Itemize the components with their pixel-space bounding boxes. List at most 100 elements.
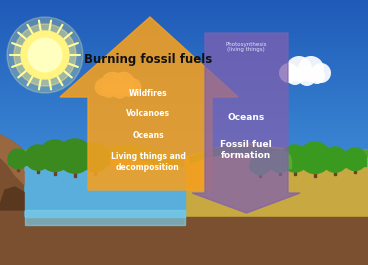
Bar: [0, 9, 368, 10]
Bar: [334, 162, 336, 175]
Bar: [0, 120, 368, 121]
Bar: [0, 111, 368, 112]
Bar: [0, 66, 368, 67]
Bar: [0, 159, 368, 160]
Bar: [0, 230, 368, 231]
Polygon shape: [185, 143, 368, 265]
Bar: [0, 239, 368, 240]
Circle shape: [25, 145, 51, 170]
Bar: [0, 154, 368, 155]
Bar: [0, 54, 368, 55]
Bar: [0, 202, 368, 203]
Circle shape: [8, 149, 28, 169]
Bar: [0, 21, 368, 22]
Bar: [0, 79, 368, 80]
Bar: [0, 14, 368, 15]
Circle shape: [250, 155, 270, 175]
Bar: [0, 133, 368, 134]
Bar: [0, 140, 368, 141]
Bar: [0, 67, 368, 68]
Bar: [81, 156, 109, 165]
Bar: [0, 110, 368, 111]
Circle shape: [311, 63, 331, 83]
Bar: [0, 38, 368, 39]
Bar: [0, 157, 368, 158]
Bar: [0, 134, 368, 135]
Bar: [0, 81, 368, 82]
Bar: [0, 69, 368, 70]
Circle shape: [286, 56, 312, 82]
Circle shape: [344, 148, 366, 170]
Bar: [0, 188, 368, 189]
Bar: [0, 86, 368, 87]
Bar: [250, 164, 270, 170]
Bar: [0, 246, 368, 247]
Bar: [0, 146, 368, 147]
Bar: [0, 59, 368, 60]
Bar: [0, 257, 368, 258]
Bar: [0, 216, 368, 217]
Bar: [0, 224, 368, 225]
Bar: [0, 17, 368, 18]
Bar: [0, 187, 368, 188]
Bar: [0, 166, 368, 167]
Bar: [0, 179, 368, 180]
Bar: [0, 44, 368, 45]
Bar: [0, 83, 368, 84]
Bar: [0, 104, 368, 105]
Circle shape: [101, 82, 117, 98]
Polygon shape: [192, 33, 300, 213]
Bar: [0, 228, 368, 229]
Bar: [0, 209, 368, 210]
Bar: [74, 160, 76, 177]
Bar: [0, 62, 368, 63]
Bar: [8, 158, 28, 164]
Bar: [0, 87, 368, 88]
Circle shape: [309, 68, 325, 84]
Bar: [0, 181, 368, 182]
Bar: [0, 64, 368, 65]
Bar: [0, 37, 368, 38]
Bar: [0, 201, 368, 202]
Bar: [0, 63, 368, 64]
Bar: [344, 158, 366, 166]
Bar: [0, 61, 368, 62]
Bar: [0, 167, 368, 168]
Bar: [0, 205, 368, 206]
Bar: [0, 105, 368, 106]
Bar: [0, 126, 368, 127]
Bar: [0, 16, 368, 17]
Bar: [0, 227, 368, 228]
Bar: [0, 32, 368, 33]
Bar: [0, 185, 368, 186]
Circle shape: [299, 142, 331, 174]
Bar: [0, 174, 368, 175]
Bar: [0, 121, 368, 122]
Bar: [0, 220, 368, 221]
Bar: [0, 108, 368, 109]
Circle shape: [123, 78, 141, 96]
Bar: [0, 107, 368, 108]
Bar: [0, 26, 368, 27]
Bar: [0, 41, 368, 42]
Bar: [0, 118, 368, 119]
Bar: [0, 0, 368, 1]
Bar: [0, 192, 368, 193]
Bar: [0, 97, 368, 98]
Bar: [0, 183, 368, 184]
Bar: [0, 57, 368, 58]
Bar: [0, 178, 368, 179]
Bar: [0, 170, 368, 171]
Bar: [0, 191, 368, 192]
Bar: [0, 252, 368, 253]
Bar: [0, 151, 368, 152]
Text: Oceans: Oceans: [132, 130, 164, 139]
Bar: [0, 45, 368, 46]
Bar: [0, 206, 368, 207]
Bar: [0, 236, 368, 237]
Bar: [0, 169, 368, 170]
Bar: [314, 161, 316, 177]
Bar: [0, 116, 368, 117]
Bar: [322, 158, 348, 167]
Bar: [0, 156, 368, 157]
